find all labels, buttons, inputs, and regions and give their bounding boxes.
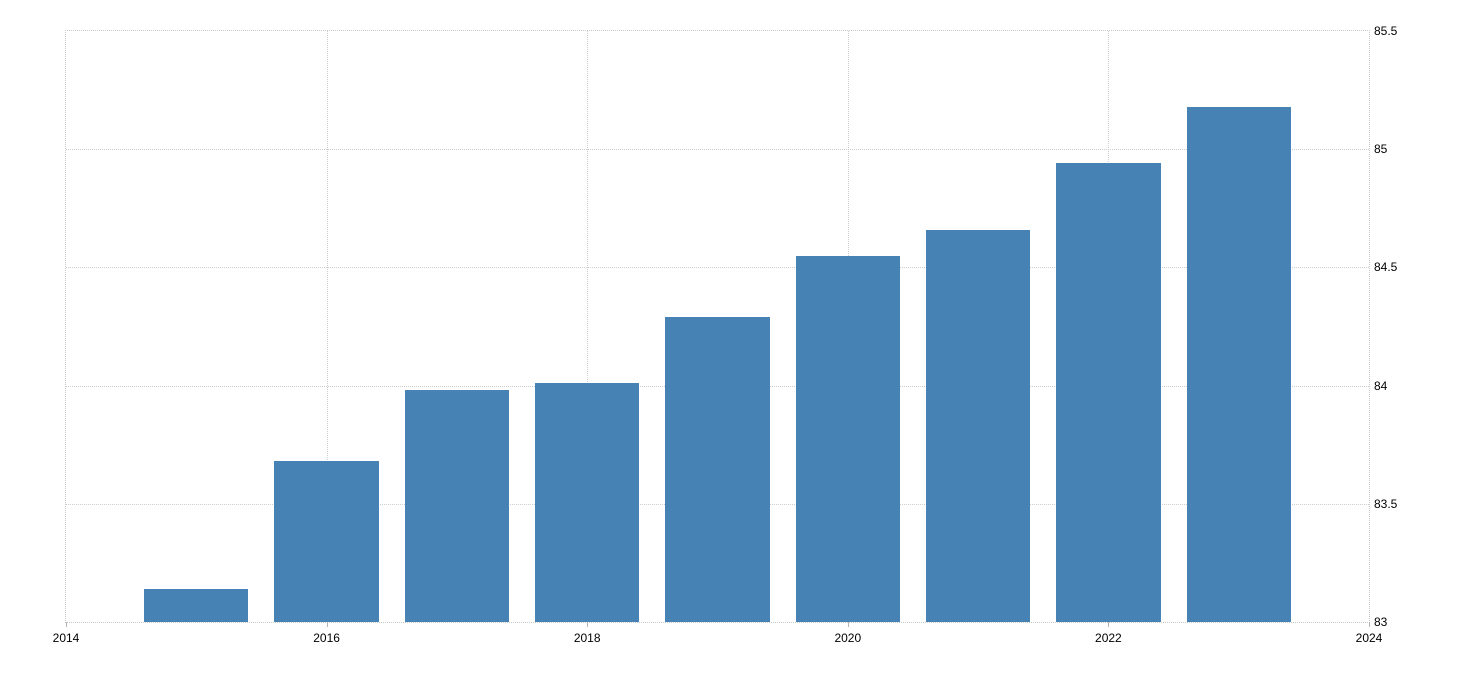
y-tick-label: 83.5: [1374, 496, 1398, 511]
y-tick-label: 85.5: [1374, 24, 1398, 38]
bar-2022[interactable]: [1056, 163, 1161, 622]
bar-2017[interactable]: [404, 390, 509, 622]
bar-2021[interactable]: [925, 229, 1031, 622]
x-tick-label: 2024: [1355, 631, 1383, 645]
y-tick-label: 83: [1374, 615, 1388, 629]
y-tick-label: 84: [1374, 378, 1388, 393]
x-tick-label: 2020: [834, 631, 862, 645]
x-tick-mark: [66, 622, 67, 627]
gridline-vertical: [587, 31, 589, 622]
x-tick-mark: [587, 622, 589, 627]
x-tick-mark: [1108, 622, 1110, 627]
plot-area: [65, 30, 1370, 623]
bar-2016[interactable]: [274, 461, 379, 622]
bar-2019[interactable]: [665, 317, 770, 622]
gridline-horizontal: [66, 267, 1369, 269]
bar-2020[interactable]: [795, 255, 900, 622]
x-tick-mark: [1369, 622, 1370, 627]
x-tick-label: 2022: [1095, 631, 1122, 645]
bar-2015[interactable]: [144, 588, 249, 622]
gridline-horizontal: [66, 149, 1369, 151]
bar-2023[interactable]: [1186, 106, 1291, 622]
x-tick-mark: [847, 622, 849, 627]
x-tick-mark: [326, 622, 328, 627]
x-tick-label: 2014: [52, 631, 80, 645]
y-tick-label: 84.5: [1374, 260, 1398, 275]
x-tick-label: 2016: [313, 631, 340, 645]
y-tick-label: 85: [1374, 142, 1388, 157]
x-tick-label: 2018: [573, 631, 601, 645]
gridline-vertical: [326, 31, 328, 622]
bar-2018[interactable]: [535, 383, 640, 622]
